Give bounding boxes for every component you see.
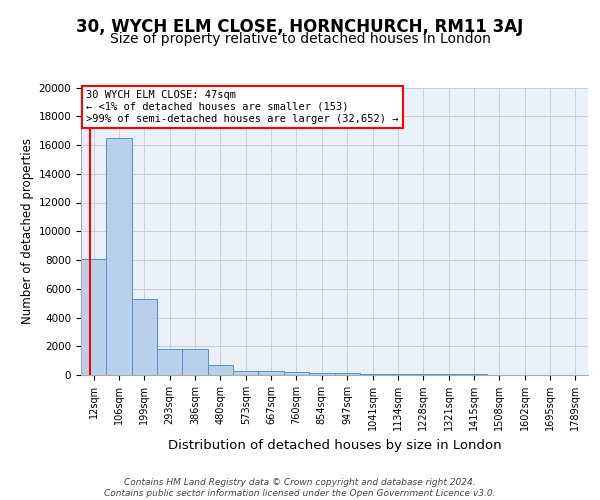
Bar — [233, 370, 259, 375]
Bar — [436, 374, 461, 375]
Bar — [410, 374, 436, 375]
Bar — [132, 299, 157, 375]
Text: Contains HM Land Registry data © Crown copyright and database right 2024.
Contai: Contains HM Land Registry data © Crown c… — [104, 478, 496, 498]
Bar — [106, 138, 132, 375]
Bar — [385, 374, 410, 375]
Text: Size of property relative to detached houses in London: Size of property relative to detached ho… — [110, 32, 490, 46]
Bar — [81, 258, 106, 375]
Bar — [182, 349, 208, 375]
Bar — [157, 349, 182, 375]
Bar — [335, 373, 360, 375]
Bar — [309, 373, 335, 375]
Bar — [259, 372, 284, 375]
Bar — [284, 372, 309, 375]
Text: 30 WYCH ELM CLOSE: 47sqm
← <1% of detached houses are smaller (153)
>99% of semi: 30 WYCH ELM CLOSE: 47sqm ← <1% of detach… — [86, 90, 398, 124]
Bar — [461, 374, 487, 375]
Bar — [360, 374, 385, 375]
X-axis label: Distribution of detached houses by size in London: Distribution of detached houses by size … — [167, 438, 502, 452]
Y-axis label: Number of detached properties: Number of detached properties — [22, 138, 34, 324]
Text: 30, WYCH ELM CLOSE, HORNCHURCH, RM11 3AJ: 30, WYCH ELM CLOSE, HORNCHURCH, RM11 3AJ — [76, 18, 524, 36]
Bar — [208, 365, 233, 375]
